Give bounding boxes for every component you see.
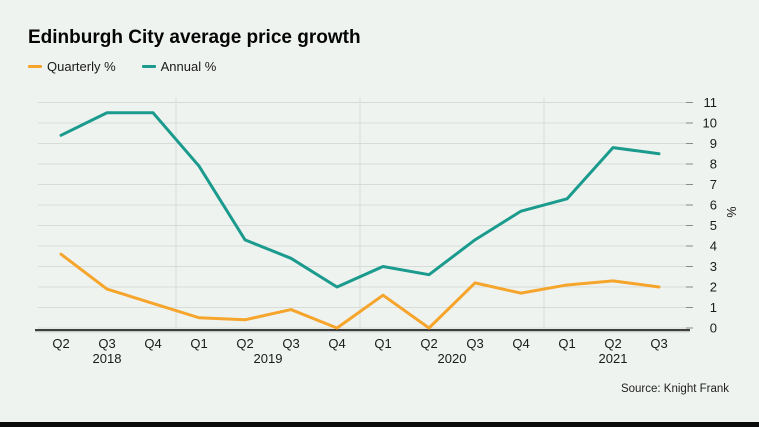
y-axis-tick-label: 7 xyxy=(710,177,717,192)
chart-legend: Quarterly % Annual % xyxy=(28,59,216,74)
x-axis-quarter-label: Q3 xyxy=(650,336,667,351)
x-axis-quarter-label: Q2 xyxy=(604,336,621,351)
y-axis-tick-label: 2 xyxy=(710,280,717,295)
quarterly-series-swatch xyxy=(28,65,42,68)
x-axis-quarter-label: Q2 xyxy=(52,336,69,351)
bottom-bar xyxy=(0,422,759,427)
quarterly-series-line xyxy=(59,252,661,330)
x-axis-quarter-label: Q4 xyxy=(144,336,161,351)
x-axis-quarter-label: Q3 xyxy=(98,336,115,351)
x-axis-year-label: 2019 xyxy=(254,351,283,366)
x-axis-quarter-label: Q3 xyxy=(466,336,483,351)
y-axis-tick-label: 10 xyxy=(703,116,717,131)
y-axis-tick-label: 1 xyxy=(710,300,717,315)
legend-label-quarterly: Quarterly % xyxy=(47,59,116,74)
y-axis-tick-label: 8 xyxy=(710,157,717,172)
x-axis-quarter-label: Q4 xyxy=(328,336,345,351)
source-note: Source: Knight Frank xyxy=(620,383,729,395)
legend-item-annual: Annual % xyxy=(141,59,217,74)
x-axis-quarter-label: Q4 xyxy=(512,336,529,351)
x-axis-quarter-label: Q2 xyxy=(236,336,253,351)
x-axis-year-label: 2021 xyxy=(599,351,628,366)
y-axis-tick-label: 0 xyxy=(710,321,717,336)
x-axis-year-label: 2018 xyxy=(93,351,122,366)
chart-title: Edinburgh City average price growth xyxy=(28,27,361,48)
y-axis-tick-label: 3 xyxy=(710,259,717,274)
x-axis-quarter-label: Q1 xyxy=(558,336,575,351)
x-axis-quarter-label: Q3 xyxy=(282,336,299,351)
x-axis-quarter-label: Q2 xyxy=(420,336,437,351)
y-axis-tick-label: 5 xyxy=(710,218,717,233)
y-axis-tick-label: 4 xyxy=(710,239,717,254)
y-axis-tick-label: 9 xyxy=(710,136,717,151)
x-axis-year-label: 2020 xyxy=(438,351,467,366)
y-axis-tick-label: 6 xyxy=(710,198,717,213)
legend-label-annual: Annual % xyxy=(160,59,217,74)
x-axis-quarter-label: Q1 xyxy=(374,336,391,351)
y-axis-tick-label: 11 xyxy=(704,95,718,110)
x-axis-quarter-label: Q1 xyxy=(190,336,207,351)
annual-series-line xyxy=(59,111,661,289)
legend-item-quarterly: Quarterly % xyxy=(28,59,116,74)
y-axis-unit-label: % xyxy=(724,206,738,217)
annual-series-swatch xyxy=(141,65,156,68)
